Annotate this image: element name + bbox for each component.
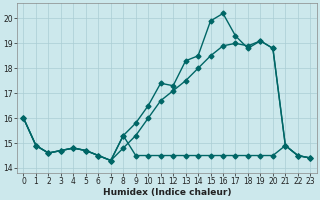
X-axis label: Humidex (Indice chaleur): Humidex (Indice chaleur) bbox=[103, 188, 231, 197]
